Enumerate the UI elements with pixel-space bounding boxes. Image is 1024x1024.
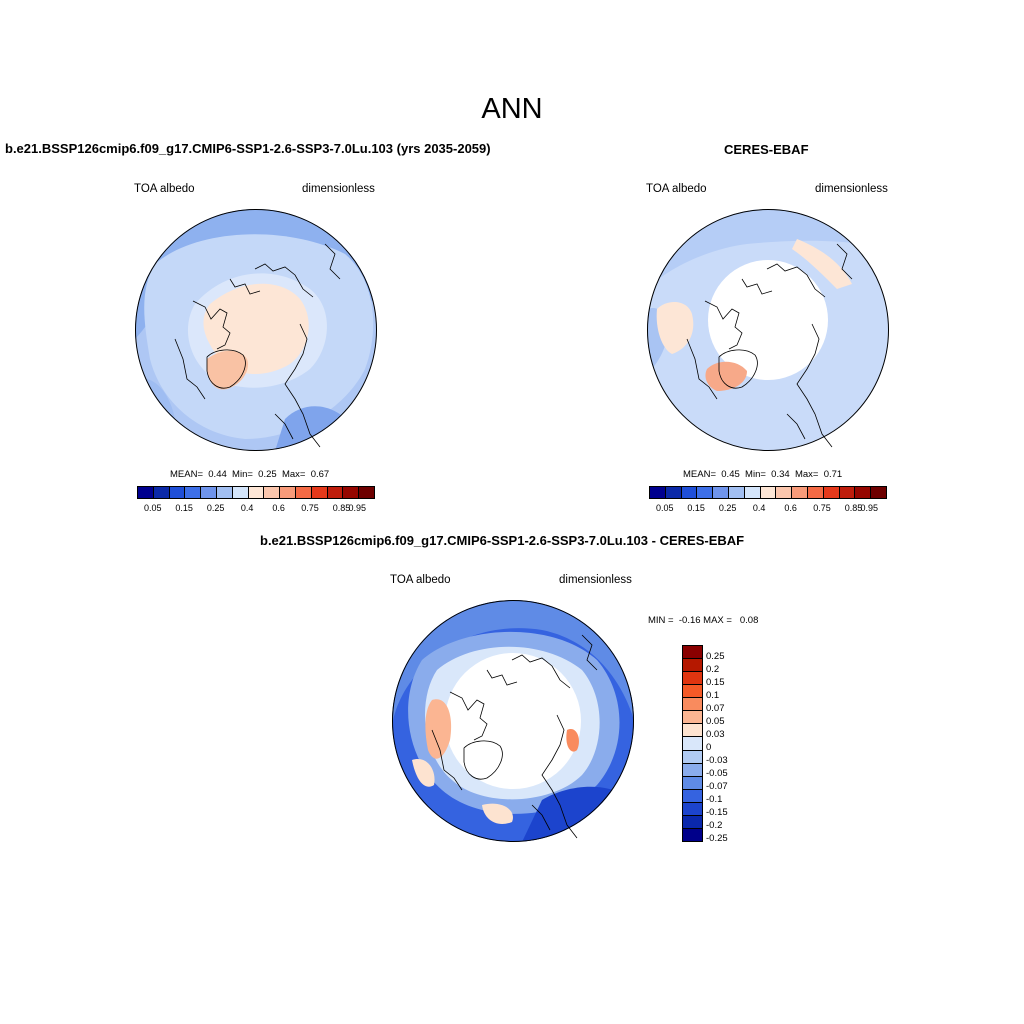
- panel2-variable-label: TOA albedo: [646, 183, 707, 195]
- panel1-colorbar-swatch: [185, 487, 202, 498]
- panel1-colorbar-swatch: [359, 487, 374, 498]
- panel3-colorbar-swatch: [683, 737, 702, 751]
- panel3-colorbar: [682, 645, 703, 842]
- panel2-colorbar-swatch: [807, 487, 824, 498]
- panel3-colorbar-swatch: [683, 763, 702, 777]
- panel2-colorbar-swatch: [713, 487, 729, 498]
- panel2-colorbar-swatch: [871, 487, 886, 498]
- panel2-colorbar-swatch: [650, 487, 666, 498]
- panel2-colorbar-tick-label: 0.95: [860, 503, 879, 513]
- panel3-title: b.e21.BSSP126cmip6.f09_g17.CMIP6-SSP1-2.…: [260, 533, 745, 548]
- panel3-colorbar-tick-label: 0.1: [706, 690, 720, 701]
- panel2-colorbar-tick-label: 0.05: [655, 503, 674, 513]
- panel3-map: [392, 600, 634, 842]
- panel3-colorbar-tick-label: 0: [706, 742, 712, 753]
- panel3-colorbar-swatch: [683, 789, 702, 803]
- panel3-colorbar-swatch: [683, 828, 702, 841]
- panel2-colorbar-tick-label: 0.75: [813, 503, 831, 513]
- panel2-colorbar-swatch: [839, 487, 856, 498]
- panel2-colorbar-swatch: [681, 487, 698, 498]
- panel2-colorbar-tick-label: 0.85: [844, 503, 863, 513]
- panel3-colorbar-swatch: [683, 750, 702, 764]
- panel1-colorbar-swatch: [280, 487, 296, 498]
- panel3-colorbar-tick-label: -0.25: [706, 833, 728, 844]
- panel1-colorbar-tick-label: 0.15: [175, 503, 193, 513]
- panel3-colorbar-swatch: [683, 711, 702, 725]
- panel3-colorbar-swatch: [683, 776, 702, 790]
- panel2-title: CERES-EBAF: [724, 142, 809, 157]
- panel3-colorbar-swatch: [683, 646, 702, 660]
- panel2-colorbar-swatch: [792, 487, 808, 498]
- panel1-colorbar-tick-label: 0.4: [240, 503, 254, 513]
- panel1-title: b.e21.BSSP126cmip6.f09_g17.CMIP6-SSP1-2.…: [5, 141, 491, 156]
- panel2-colorbar-swatch: [855, 487, 872, 498]
- panel2-colorbar-swatch: [776, 487, 793, 498]
- panel2-colorbar-swatch: [823, 487, 840, 498]
- panel1-colorbar-swatch: [169, 487, 186, 498]
- panel3-colorbar-swatch: [683, 685, 702, 699]
- panel1-colorbar-tick-label: 0.6: [272, 503, 285, 513]
- panel3-colorbar-swatch: [683, 802, 702, 816]
- panel2-map: [647, 209, 889, 451]
- panel3-colorbar-tick-label: -0.1: [706, 794, 723, 805]
- main-title: ANN: [481, 93, 543, 125]
- panel1-colorbar-swatch: [232, 487, 249, 498]
- panel1-colorbar-tick-label: 0.95: [348, 503, 367, 513]
- panel1-stats: MEAN= 0.44 Min= 0.25 Max= 0.67: [170, 469, 330, 480]
- panel2-colorbar-swatch: [728, 487, 745, 498]
- panel3-colorbar-tick-label: -0.07: [706, 781, 728, 792]
- panel3-colorbar-tick-label: 0.2: [706, 664, 720, 675]
- panel2-stats: MEAN= 0.45 Min= 0.34 Max= 0.71: [683, 469, 843, 480]
- panel3-colorbar-tick-label: -0.15: [706, 807, 728, 818]
- panel2-colorbar: [649, 486, 887, 499]
- panel3-colorbar-swatch: [683, 659, 702, 673]
- panel3-colorbar-swatch: [683, 815, 702, 829]
- panel2-colorbar-ticks: 0.05 0.15 0.25 0.4 0.6 0.75 0.85 0.95: [649, 503, 885, 515]
- panel3-colorbar-swatch: [683, 698, 702, 712]
- panel3-colorbar-tick-label: -0.03: [706, 755, 728, 766]
- panel1-colorbar-swatch: [248, 487, 265, 498]
- panel3-colorbar-tick-label: -0.2: [706, 820, 723, 831]
- panel1-colorbar-swatch: [216, 487, 233, 498]
- panel2-colorbar-swatch: [744, 487, 761, 498]
- panel2-colorbar-tick-label: 0.6: [784, 503, 797, 513]
- panel1-colorbar-swatch: [201, 487, 217, 498]
- panel1-colorbar-swatch: [153, 487, 170, 498]
- panel1-colorbar-swatch: [295, 487, 312, 498]
- panel2-colorbar-tick-label: 0.25: [718, 503, 737, 513]
- panel3-colorbar-tick-label: 0.15: [706, 677, 725, 688]
- panel2-colorbar-swatch: [697, 487, 714, 498]
- panel1-colorbar-tick-label: 0.85: [332, 503, 351, 513]
- panel1-colorbar-tick-label: 0.75: [301, 503, 319, 513]
- panel2-colorbar-tick-label: 0.4: [752, 503, 766, 513]
- panel3-colorbar-ticks: 0.25 0.2 0.15 0.1 0.07 0.05 0.03 0 -0.03 -0.05 -0.…: [706, 645, 746, 844]
- panel3-colorbar-tick-label: 0.07: [706, 703, 725, 714]
- panel3-colorbar-tick-label: 0.05: [706, 716, 725, 727]
- panel3-colorbar-tick-label: -0.05: [706, 768, 728, 779]
- panel3-variable-label: TOA albedo: [390, 574, 451, 586]
- panel3-colorbar-tick-label: 0.25: [706, 651, 725, 662]
- panel1-colorbar-ticks: 0.05 0.15 0.25 0.4 0.6 0.75 0.85 0.95: [137, 503, 373, 515]
- panel3-stats: MIN = -0.16 MAX = 0.08: [648, 615, 759, 626]
- panel1-units-label: dimensionless: [302, 183, 375, 195]
- panel1-colorbar-swatch: [343, 487, 360, 498]
- panel3-colorbar-tick-label: 0.03: [706, 729, 725, 740]
- panel1-colorbar: [137, 486, 375, 499]
- panel1-colorbar-swatch: [311, 487, 328, 498]
- panel1-map: [135, 209, 377, 451]
- panel3-colorbar-swatch: [683, 672, 702, 686]
- panel1-colorbar-swatch: [327, 487, 344, 498]
- panel1-colorbar-tick-label: 0.25: [206, 503, 225, 513]
- panel1-variable-label: TOA albedo: [134, 183, 195, 195]
- panel1-colorbar-swatch: [138, 487, 154, 498]
- panel1-colorbar-tick-label: 0.05: [143, 503, 162, 513]
- panel2-colorbar-tick-label: 0.15: [687, 503, 705, 513]
- panel1-colorbar-swatch: [264, 487, 281, 498]
- panel3-units-label: dimensionless: [559, 574, 632, 586]
- panel3-colorbar-swatch: [683, 724, 702, 738]
- panel2-colorbar-swatch: [760, 487, 777, 498]
- panel2-units-label: dimensionless: [815, 183, 888, 195]
- panel2-colorbar-swatch: [665, 487, 682, 498]
